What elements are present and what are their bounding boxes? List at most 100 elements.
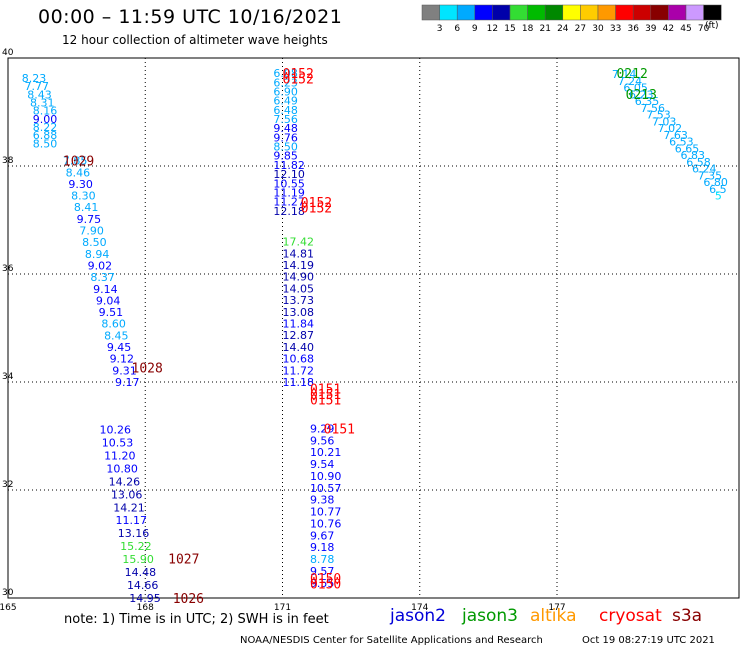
swh-value: 7.56 — [640, 102, 665, 115]
pass-time-label: 0150 — [310, 572, 341, 587]
swh-value: 6.83 — [681, 149, 706, 162]
generated-timestamp: Oct 19 08:27:19 UTC 2021 — [582, 635, 715, 646]
swh-value: 10.53 — [102, 436, 134, 449]
swh-value: 9.51 — [99, 306, 124, 319]
swh-value: 14.21 — [113, 501, 145, 514]
y-tick-label: 36 — [2, 264, 14, 274]
colorbar-label: 27 — [575, 24, 586, 34]
swh-value: 7.35 — [698, 169, 723, 182]
pass-time-label: 0152 — [301, 202, 332, 217]
colorbar-swatch — [703, 4, 722, 21]
swh-value: 7.77 — [24, 80, 49, 93]
legend-cryosat: cryosat — [599, 606, 662, 626]
chart-subtitle: 12 hour collection of altimeter wave hei… — [62, 33, 328, 47]
swh-value: 11.20 — [104, 449, 136, 462]
swh-value: 14.40 — [283, 341, 315, 354]
swh-value: 11.82 — [273, 159, 305, 172]
pass-time-label: 1026 — [173, 592, 204, 607]
x-tick-label: 168 — [137, 603, 154, 613]
colorbar-label: 33 — [610, 24, 621, 34]
swh-value: 9.55 — [310, 577, 335, 590]
swh-value: 9.85 — [273, 150, 298, 163]
colorbar-swatch — [615, 4, 634, 21]
swh-value: 12.87 — [283, 329, 315, 342]
colorbar-swatch — [632, 4, 652, 21]
pass-time-label: 0151 — [310, 393, 341, 408]
swh-value: 9.00 — [33, 113, 58, 126]
pass-time-label: 0152 — [301, 196, 332, 211]
colorbar-swatch — [421, 4, 440, 21]
colorbar-label: 15 — [504, 24, 515, 34]
swh-value: 9.75 — [77, 213, 102, 226]
colorbar-label: 45 — [680, 24, 691, 34]
colorbar-unit: (ft) — [705, 21, 719, 31]
swh-value: 7.90 — [79, 225, 104, 238]
swh-value: 10.90 — [310, 470, 342, 483]
swh-value: 6.23 — [629, 88, 654, 101]
swh-value: 6.80 — [703, 176, 728, 189]
swh-value: 13.73 — [283, 294, 315, 307]
swh-value: 14.95 — [129, 592, 161, 605]
swh-value: 11.27 — [273, 196, 305, 209]
colorbar-label: 70 — [698, 24, 710, 34]
swh-value: 8.37 — [90, 271, 115, 284]
swh-value: 10.80 — [106, 462, 138, 475]
y-tick-label: 40 — [2, 48, 14, 58]
swh-value: 6.58 — [686, 156, 711, 169]
swh-value: 11.18 — [283, 376, 315, 389]
swh-value: 6.24 — [692, 163, 717, 176]
swh-value: 12.18 — [273, 205, 305, 218]
swh-value: 10.57 — [310, 482, 342, 495]
x-tick-label: 177 — [548, 603, 565, 613]
swh-value: 7.24 — [618, 75, 643, 88]
swh-value: 8.23 — [22, 72, 46, 85]
swh-value: 8.22 — [33, 121, 58, 134]
swh-value: 10.68 — [283, 353, 315, 366]
pass-time-label: 0213 — [626, 88, 657, 103]
swh-value: 8.30 — [71, 190, 96, 203]
colorbar-swatch — [492, 4, 511, 21]
swh-value: 9.48 — [273, 122, 298, 135]
swh-value: 7.03 — [652, 115, 677, 128]
swh-value: 7.85 — [63, 155, 88, 168]
colorbar-label: 36 — [627, 24, 639, 34]
y-tick-label: 38 — [2, 156, 14, 166]
legend-s3a: s3a — [672, 606, 703, 626]
swh-value: 11.19 — [273, 186, 305, 199]
swh-value: 15.22 — [120, 540, 151, 553]
swh-value: 6.08 — [273, 67, 298, 80]
pass-time-label: 0151 — [310, 382, 341, 397]
swh-value: 6.05 — [623, 82, 648, 95]
colorbar-swatch — [597, 4, 616, 21]
swh-value: 9.31 — [112, 364, 137, 377]
colorbar-label: 12 — [487, 24, 498, 34]
swh-value: 14.19 — [283, 259, 315, 272]
swh-value: 10.76 — [310, 517, 342, 530]
swh-value: 9.14 — [93, 283, 118, 296]
colorbar-label: 3 — [437, 24, 443, 34]
pass-time-label: 0152 — [283, 73, 314, 88]
swh-value: 14.66 — [127, 579, 159, 592]
swh-value: 8.16 — [33, 105, 58, 118]
colorbar-label: 6 — [454, 24, 460, 34]
swh-value: 6.23 — [273, 76, 298, 89]
swh-value: 9.57 — [310, 565, 335, 578]
swh-value: 5 — [715, 190, 722, 203]
swh-value: 8.50 — [82, 236, 107, 249]
swh-value: 10.21 — [310, 446, 342, 459]
swh-value: 7.53 — [646, 109, 671, 122]
swh-value: 10.77 — [310, 506, 342, 519]
pass-time-label: 1028 — [132, 361, 163, 376]
swh-value: 8.50 — [33, 137, 58, 150]
colorbar-swatch — [685, 4, 704, 21]
colorbar-label: 9 — [472, 24, 478, 34]
swh-value: 9.18 — [310, 541, 335, 554]
pass-time-label: 0212 — [616, 67, 647, 82]
legend-jason3: jason3 — [462, 606, 518, 626]
swh-value: 15.90 — [122, 553, 154, 566]
swh-value: 9.30 — [68, 178, 93, 191]
swh-value: 6.49 — [273, 95, 298, 108]
swh-value: 9.76 — [273, 131, 298, 144]
